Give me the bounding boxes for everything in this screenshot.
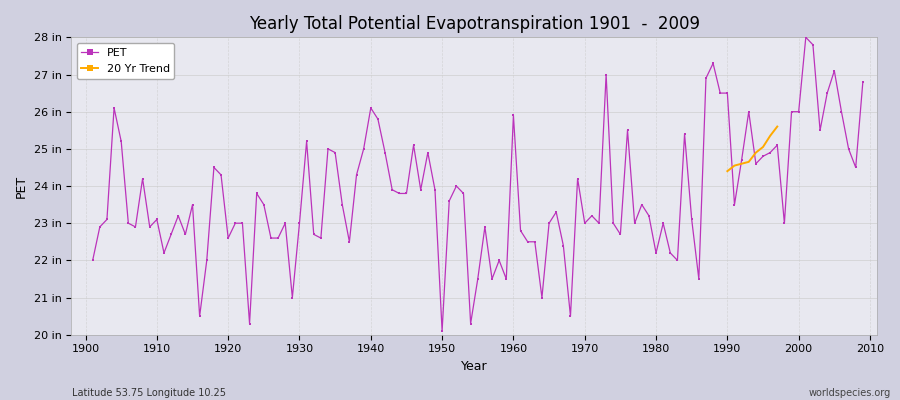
- Title: Yearly Total Potential Evapotranspiration 1901  -  2009: Yearly Total Potential Evapotranspiratio…: [248, 15, 699, 33]
- Text: worldspecies.org: worldspecies.org: [809, 388, 891, 398]
- X-axis label: Year: Year: [461, 360, 488, 373]
- Legend: PET, 20 Yr Trend: PET, 20 Yr Trend: [76, 43, 175, 79]
- Y-axis label: PET: PET: [15, 174, 28, 198]
- Text: Latitude 53.75 Longitude 10.25: Latitude 53.75 Longitude 10.25: [72, 388, 226, 398]
